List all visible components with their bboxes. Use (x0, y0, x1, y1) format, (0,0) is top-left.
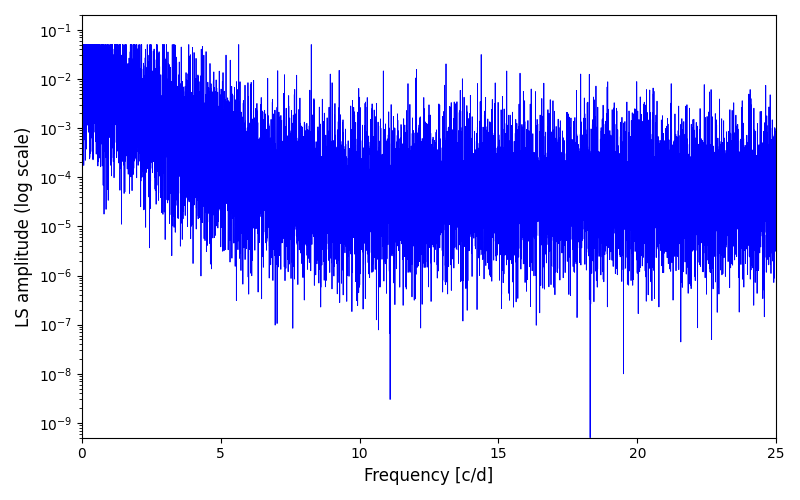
Y-axis label: LS amplitude (log scale): LS amplitude (log scale) (15, 126, 33, 326)
X-axis label: Frequency [c/d]: Frequency [c/d] (364, 467, 494, 485)
